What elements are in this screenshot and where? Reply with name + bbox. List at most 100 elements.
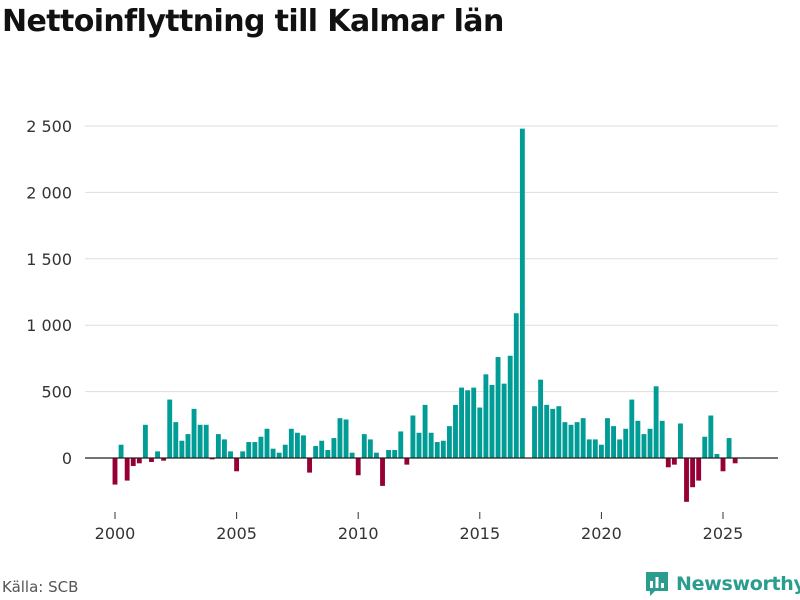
x-tick-label: 2015	[459, 524, 500, 543]
bar-negative	[234, 458, 240, 472]
bar-negative	[684, 458, 689, 502]
bar-positive	[477, 407, 483, 458]
bar-positive	[349, 452, 355, 458]
bar-positive	[215, 434, 221, 458]
source-note: Källa: SCB	[2, 578, 79, 596]
bar-positive	[258, 436, 264, 458]
bar-positive	[453, 404, 458, 458]
bar-positive	[374, 452, 379, 458]
bar-positive	[556, 406, 562, 458]
bar-positive	[270, 448, 276, 458]
bar-negative	[112, 458, 118, 485]
x-tick-label: 2010	[338, 524, 379, 543]
bar-positive	[501, 383, 507, 458]
bar-positive	[240, 451, 246, 458]
bar-negative	[307, 458, 312, 473]
bar-negative	[380, 458, 385, 486]
bar-negative	[355, 458, 361, 476]
bar-negative	[209, 458, 215, 460]
bar-positive	[647, 428, 653, 458]
bar-positive	[653, 386, 659, 458]
bar-positive	[325, 450, 331, 458]
bar-positive	[118, 444, 124, 458]
y-tick-label: 1 000	[26, 316, 72, 335]
bar-positive	[185, 434, 191, 458]
bar-positive	[440, 440, 446, 458]
bar-positive	[489, 384, 495, 458]
bar-positive	[142, 424, 148, 458]
x-tick-label: 2005	[216, 524, 257, 543]
bar-positive	[574, 422, 580, 458]
bar-positive	[203, 424, 209, 458]
brand-logo[interactable]: Newsworthy	[644, 570, 800, 598]
bar-positive	[319, 440, 325, 458]
bar-positive	[416, 432, 422, 458]
x-tick-label: 2020	[581, 524, 622, 543]
bar-negative	[161, 458, 167, 461]
bar-positive	[605, 418, 610, 458]
bar-positive	[471, 387, 477, 458]
bar-positive	[264, 428, 270, 458]
bar-positive	[562, 422, 568, 458]
bar-positive	[367, 439, 373, 458]
bar-positive	[629, 399, 635, 458]
brand-name: Newsworthy	[676, 573, 800, 595]
bar-positive	[532, 406, 537, 458]
bar-negative	[690, 458, 696, 488]
bars-layer	[112, 128, 738, 502]
y-tick-label: 2 500	[26, 117, 72, 136]
axis-layer	[85, 457, 778, 519]
y-tick-label: 2 000	[26, 183, 72, 202]
y-tick-label: 1 500	[26, 250, 72, 269]
bar-positive	[197, 424, 203, 458]
bar-positive	[434, 442, 440, 458]
bar-positive	[191, 408, 197, 458]
bar-positive	[519, 128, 525, 458]
bar-positive	[392, 450, 398, 458]
bar-positive	[586, 439, 592, 458]
bar-positive	[611, 426, 616, 458]
bar-positive	[550, 408, 556, 458]
bar-negative	[149, 458, 154, 462]
bar-negative	[696, 458, 702, 481]
bar-negative	[665, 458, 671, 468]
bar-positive	[167, 399, 173, 458]
bar-negative	[671, 458, 677, 465]
bar-positive	[294, 432, 300, 458]
bar-positive	[507, 355, 513, 458]
y-tick-label: 0	[62, 449, 72, 468]
bar-positive	[617, 439, 623, 458]
bar-positive	[659, 420, 665, 458]
bar-positive	[580, 418, 586, 458]
bar-negative	[130, 458, 136, 466]
bar-positive	[702, 436, 708, 458]
bar-positive	[331, 438, 337, 458]
bar-negative	[404, 458, 410, 465]
bar-positive	[623, 428, 629, 458]
bar-positive	[228, 451, 233, 458]
bar-negative	[732, 458, 738, 464]
bar-positive	[155, 451, 160, 458]
bar-positive	[337, 418, 343, 458]
bar-positive	[422, 404, 428, 458]
chart-title: Nettoinflyttning till Kalmar län	[2, 4, 504, 39]
bar-positive	[641, 434, 647, 458]
bar-negative	[124, 458, 130, 481]
bar-positive	[483, 374, 489, 458]
bar-positive	[252, 442, 258, 458]
bar-positive	[276, 452, 282, 458]
bar-positive	[538, 379, 544, 458]
bar-positive	[222, 439, 227, 458]
bar-positive	[313, 446, 319, 458]
bar-positive	[465, 390, 471, 458]
bar-positive	[179, 440, 185, 458]
x-tick-label: 2000	[95, 524, 136, 543]
bar-positive	[288, 428, 294, 458]
bar-positive	[398, 431, 404, 458]
bar-positive	[544, 404, 550, 458]
bar-negative	[720, 458, 726, 472]
bar-positive	[386, 450, 392, 458]
bar-negative	[136, 458, 142, 464]
labels-layer: 0 500 1 000 1 500 2 000 2 500 2000 2005 2010 2015…	[26, 117, 743, 543]
grid-layer	[85, 125, 778, 393]
